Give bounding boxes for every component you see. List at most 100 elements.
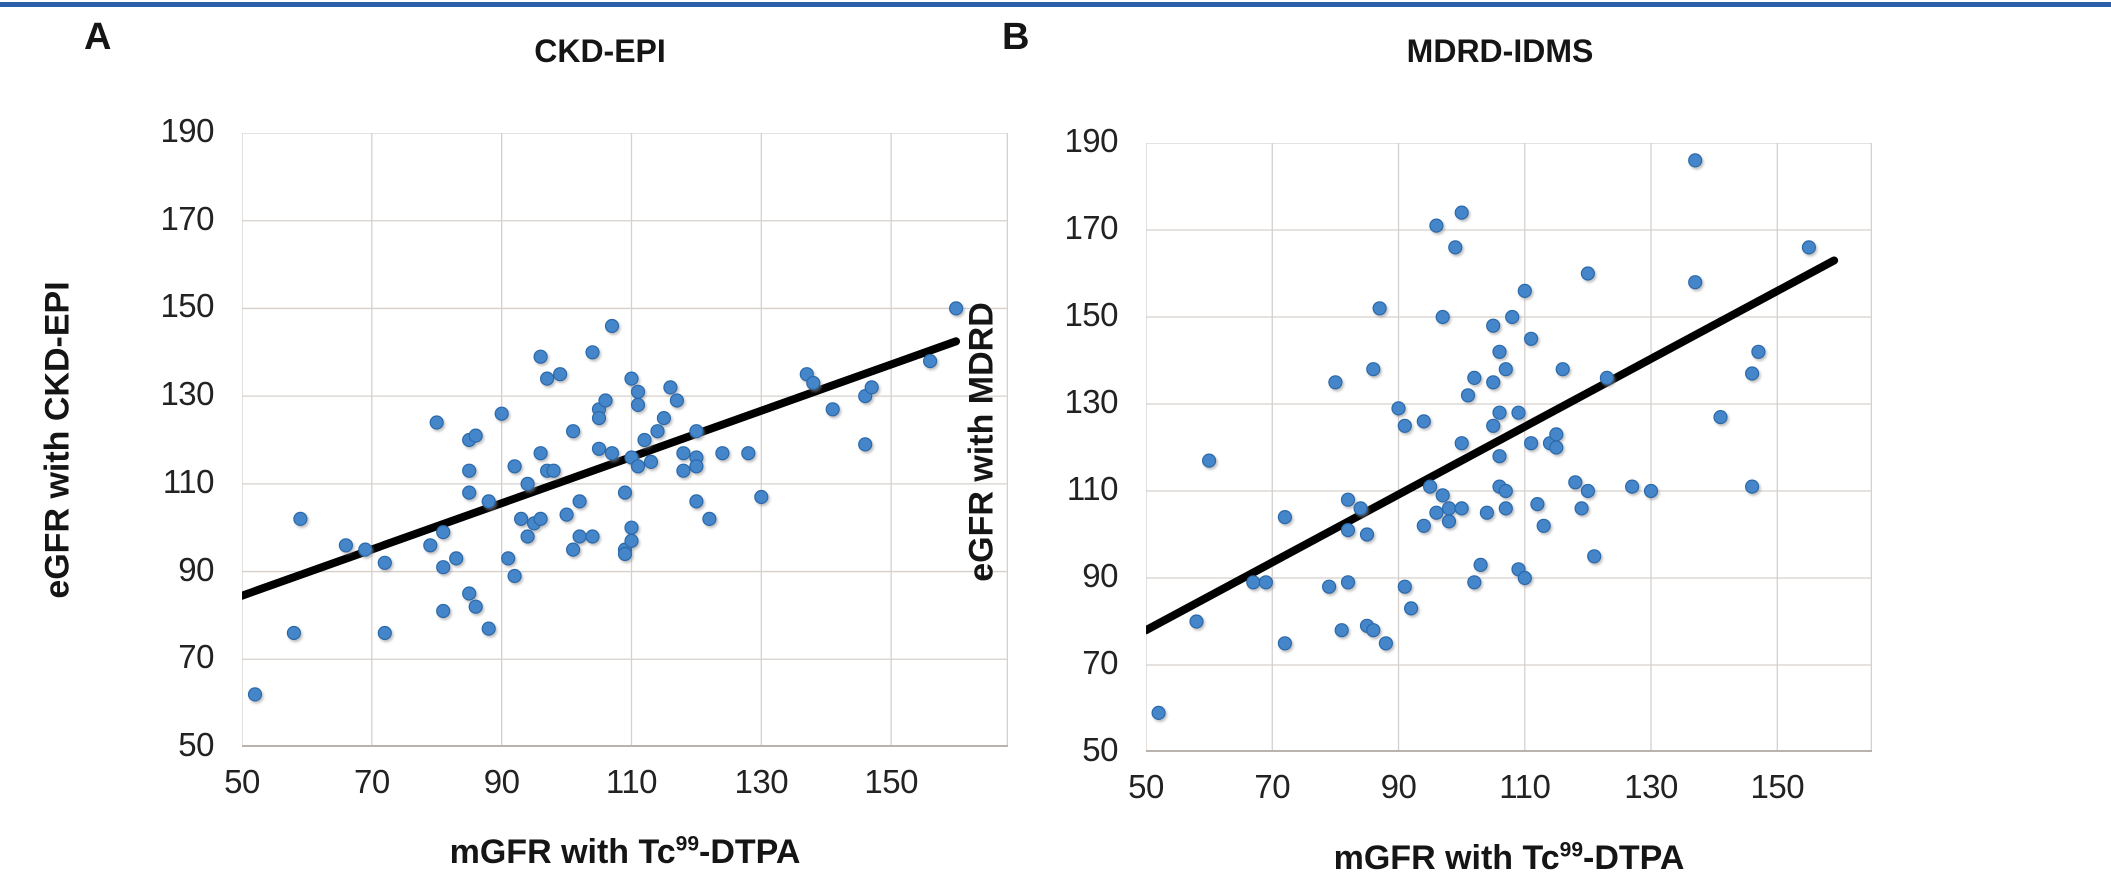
panel-a-x-axis-title-suffix: -DTPA — [699, 833, 801, 871]
data-point — [1492, 344, 1507, 359]
data-point — [1340, 575, 1356, 590]
data-point — [1353, 501, 1368, 516]
data-point — [663, 380, 678, 395]
data-point — [1277, 636, 1292, 651]
data-point — [806, 375, 821, 391]
data-point — [604, 318, 620, 334]
data-point — [377, 555, 392, 570]
data-point — [1486, 375, 1501, 390]
data-point — [1460, 388, 1476, 403]
data-point — [1454, 205, 1469, 220]
y-tick-label-90: 90 — [1082, 557, 1118, 594]
data-point — [507, 459, 522, 474]
data-point — [533, 349, 548, 364]
data-point — [1555, 362, 1570, 377]
data-point — [1517, 283, 1532, 298]
data-point — [1322, 579, 1337, 594]
data-point — [449, 551, 464, 566]
data-point — [481, 621, 496, 636]
data-point — [689, 424, 704, 439]
data-point — [630, 397, 646, 412]
data-point — [1524, 331, 1539, 346]
data-point — [1688, 275, 1703, 290]
data-point — [1429, 218, 1444, 233]
data-point — [501, 551, 516, 566]
x-tick-label-110: 110 — [605, 763, 658, 800]
y-tick-label-190: 190 — [1064, 122, 1118, 159]
panel-b-x-axis-title-text: mGFR with Tc — [1333, 839, 1560, 877]
data-point — [520, 529, 535, 544]
x-tick-label-50: 50 — [224, 763, 260, 800]
data-point — [1643, 483, 1659, 499]
data-point — [1599, 370, 1614, 385]
data-point — [1549, 440, 1564, 455]
data-point — [481, 494, 496, 509]
x-tick-label-70: 70 — [353, 763, 390, 800]
data-point — [520, 476, 535, 491]
data-point — [1580, 483, 1595, 499]
data-point — [1246, 575, 1261, 590]
panel-a-letter: A — [84, 16, 112, 58]
x-tick-label-130: 130 — [1624, 768, 1678, 805]
data-point — [702, 511, 717, 526]
y-tick-label-170: 170 — [1064, 209, 1118, 246]
panel-a-x-axis-title-superscript: 99 — [675, 832, 700, 856]
data-point — [507, 568, 522, 584]
x-tick-label-150: 150 — [864, 763, 918, 800]
data-point — [1498, 362, 1513, 377]
data-point — [468, 599, 483, 614]
x-tick-label-130: 130 — [734, 763, 789, 800]
data-point — [598, 393, 613, 408]
data-point — [1378, 636, 1393, 651]
panel-b-x-axis-title-suffix: -DTPA — [1583, 839, 1685, 877]
data-point — [858, 437, 873, 452]
data-point — [540, 371, 555, 386]
data-point — [1366, 362, 1381, 377]
data-point — [715, 446, 730, 461]
panel-b-x-axis-title: mGFR with Tc99-DTPA — [1146, 839, 1872, 878]
data-point — [1751, 344, 1766, 359]
data-point — [676, 463, 691, 478]
data-point — [676, 446, 691, 461]
data-point — [643, 454, 659, 469]
data-point — [948, 301, 964, 316]
data-point — [553, 367, 568, 382]
data-point — [624, 371, 639, 386]
y-tick-label-70: 70 — [178, 638, 214, 676]
data-point — [423, 538, 438, 553]
data-point — [533, 446, 548, 461]
data-point — [1454, 501, 1469, 516]
data-point — [1277, 510, 1292, 525]
x-tick-label-70: 70 — [1254, 768, 1291, 805]
data-point — [1448, 240, 1463, 255]
data-point — [1549, 427, 1564, 442]
data-point — [1530, 497, 1545, 512]
scatter-points — [247, 301, 964, 702]
data-point — [338, 538, 354, 553]
data-point — [1713, 410, 1728, 425]
data-point — [462, 485, 477, 500]
data-point — [624, 520, 639, 535]
y-tick-label-50: 50 — [178, 726, 214, 763]
data-point — [689, 459, 704, 474]
data-point — [689, 494, 704, 509]
data-point — [1435, 309, 1450, 325]
data-point — [1536, 518, 1551, 533]
data-point — [1744, 479, 1760, 494]
data-point — [1498, 483, 1513, 499]
data-point — [864, 380, 879, 395]
data-point — [1359, 527, 1375, 542]
data-point — [1580, 266, 1595, 281]
data-point — [624, 533, 639, 548]
panel-a-y-axis-title: eGFR with CKD-EPI — [38, 281, 77, 599]
data-point — [585, 345, 600, 360]
data-point — [591, 441, 607, 456]
data-point — [436, 603, 451, 619]
data-point — [617, 546, 633, 562]
data-point — [1517, 570, 1532, 586]
data-point — [1492, 449, 1507, 464]
data-point — [1189, 614, 1204, 629]
data-point — [429, 415, 444, 430]
data-point — [462, 586, 477, 601]
trend-line — [1142, 256, 1839, 635]
